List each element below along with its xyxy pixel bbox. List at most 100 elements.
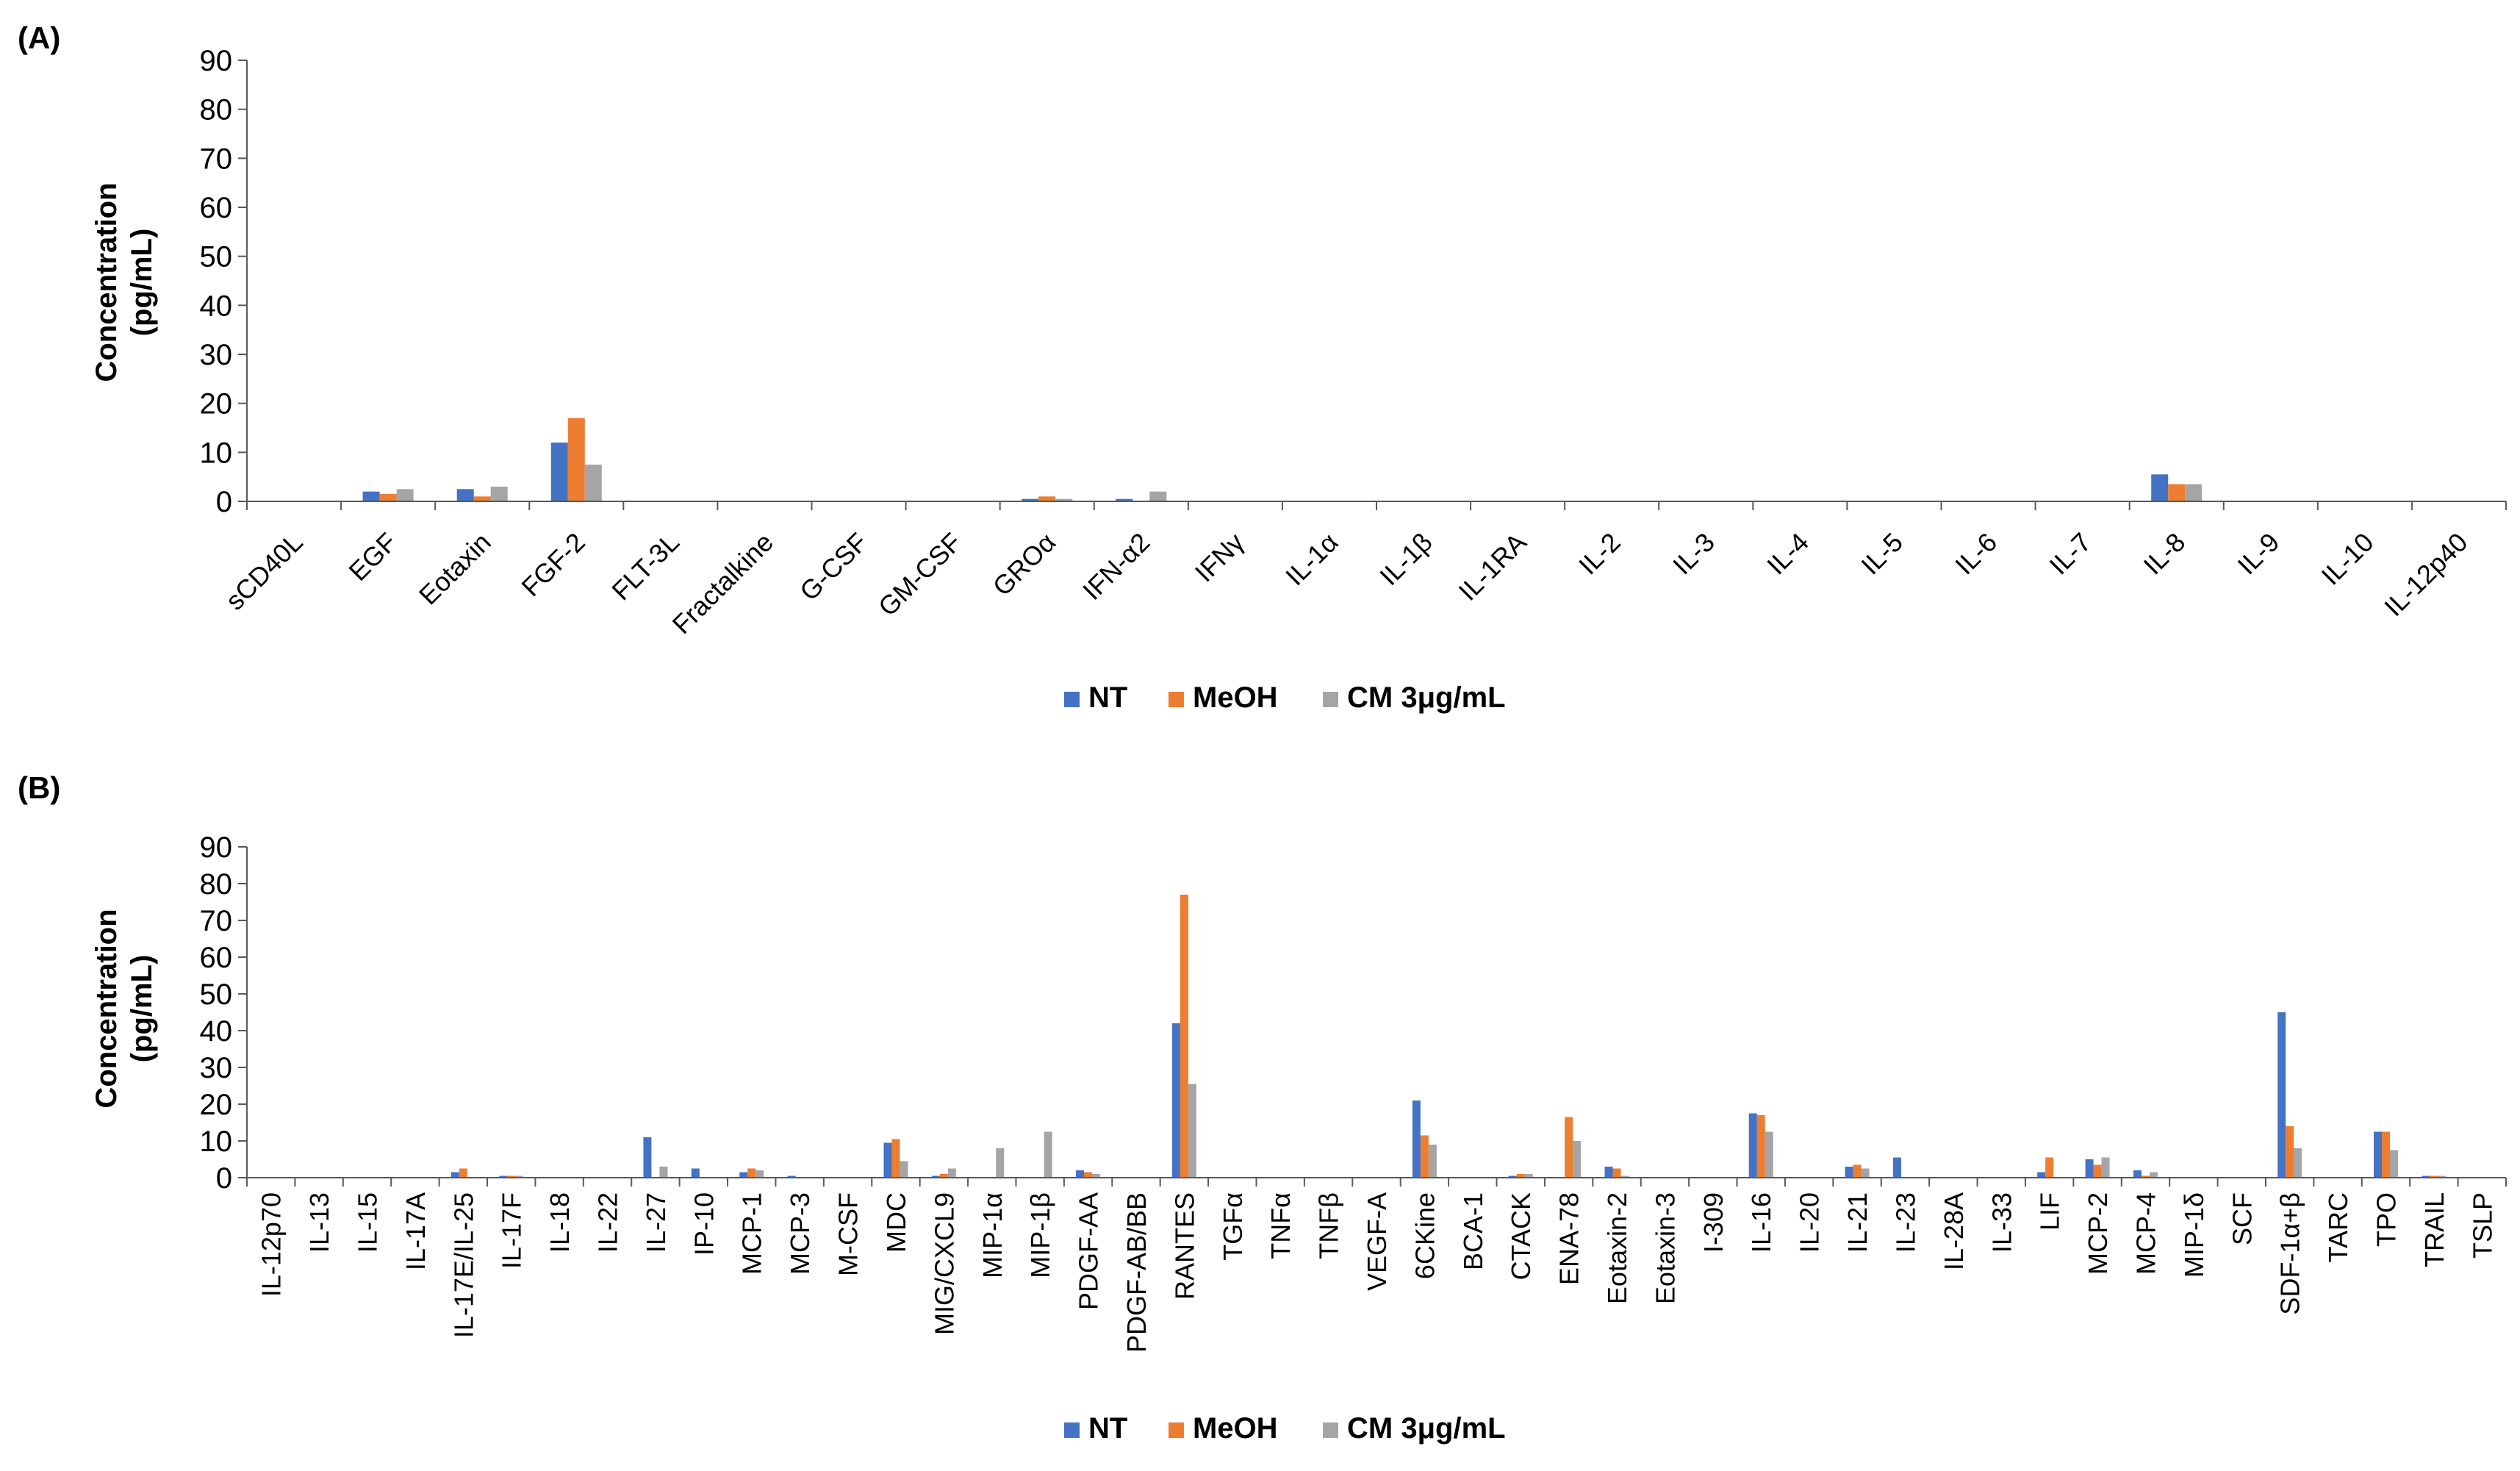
bar-nt-il-17f-b [499,1175,508,1178]
legend-label-cm-b: CM 3μg/mL [1347,1412,1506,1445]
x-tick-label-il-12p40-a: IL-12p40 [2378,527,2473,622]
x-tick-label-il-5-a: IL-5 [1855,527,1909,581]
bar-nt-il-17e-il-25-b [450,1172,459,1178]
y-tick-label-a: 90 [200,45,233,77]
x-tick-label-m-csf-b: M-CSF [833,1192,864,1276]
bar-meoh-ena-78-b [1565,1117,1573,1178]
chart-panel-a: (A) Concentration (pg/mL) 0 10 20 30 40 50 60 7… [18,21,2507,714]
y-tick-label-a: 70 [200,143,233,175]
x-tick-label-il-10-a: IL-10 [2316,527,2380,591]
bar-cm-3-g-ml-mcp-2-b [2101,1157,2110,1178]
plot-area-b: 0 10 20 30 40 50 60 70 80 90 IL-12p70 IL-13 IL-15 IL-… [200,831,2507,1353]
x-tick-label-tnf-b: TNFβ [1314,1192,1344,1259]
x-tick-label-eotaxin-3-b: Eotaxin-3 [1650,1192,1680,1304]
bar-cm-3-g-ml-eotaxin-a [490,487,508,501]
bar-meoh-il-8-a [2168,484,2186,501]
bar-nt-il-8-a [2151,474,2169,501]
bar-cm-3-g-ml-il-21-b [1861,1168,1870,1178]
x-tick-label-6ckine-b: 6CKine [1410,1192,1440,1279]
bar-meoh-6ckine-b [1420,1135,1429,1178]
bar-nt-ctack-b [1508,1175,1517,1178]
y-axis-title-a-line2: (pg/mL) [126,229,158,337]
bar-nt-mcp-4-b [2133,1170,2142,1178]
legend-swatch-nt-a [1064,692,1080,707]
y-tick-label-b: 40 [200,1015,233,1048]
bar-cm-3-g-ml-mcp-1-b [755,1170,764,1178]
bar-nt-gro-a [1022,498,1039,501]
bar-meoh-eotaxin-a [473,496,491,501]
x-tick-label-il-33-b: IL-33 [1986,1192,2017,1253]
x-tick-label-il-27-b: IL-27 [641,1192,671,1253]
bar-nt-eotaxin-a [456,489,474,501]
y-tick-label-b: 50 [200,978,233,1011]
y-tick-label-a: 10 [200,437,233,469]
bar-nt-mdc-b [883,1142,892,1178]
bar-meoh-il-16-b [1756,1115,1765,1178]
x-tick-label-mig-cxcl9-b: MIG/CXCL9 [929,1192,959,1335]
bar-nt-sdf-1-b [2277,1012,2286,1178]
x-tick-label-il-17e-il-25-b: IL-17E/IL-25 [448,1192,478,1338]
bar-nt-ifn-2-a [1116,498,1133,501]
x-tick-label-tnf-b: TNFα [1266,1192,1296,1259]
legend-swatch-cm-b [1323,1422,1338,1438]
x-tick-label-il-22-b: IL-22 [593,1192,623,1253]
bar-nt-il-21-b [1845,1167,1853,1178]
x-tick-label-lif-b: LIF [2035,1192,2065,1231]
y-tick-label-a: 50 [200,241,233,273]
bar-meoh-mdc-b [891,1139,900,1178]
bar-cm-3-g-ml-mig-cxcl9-b [947,1168,956,1178]
x-tick-label-tarc-b: TARC [2323,1192,2353,1262]
x-tick-label-il-1-a: IL-1α [1279,527,1344,592]
bar-meoh-mig-cxcl9-b [939,1174,948,1178]
x-tick-label-il-1-a: IL-1β [1374,527,1438,592]
bar-meoh-mcp-1-b [747,1168,756,1178]
y-tick-label-b: 10 [200,1125,233,1158]
x-tick-label-il-18-b: IL-18 [545,1192,575,1253]
bar-nt-il-27-b [643,1137,652,1178]
x-tick-label-scf-b: SCF [2227,1192,2257,1245]
bar-nt-tpo-b [2373,1131,2382,1178]
x-tick-label-pdgf-ab-bb-b: PDGF-AB/BB [1121,1192,1152,1353]
y-tick-label-b: 70 [200,905,233,937]
bar-meoh-il-21-b [1853,1164,1862,1178]
legend-label-nt-b: NT [1088,1412,1127,1445]
legend-b: NT MeOH CM 3μg/mL [1064,1412,1506,1445]
plot-area-a: 0 10 20 30 40 50 60 70 80 90 sCD40L EGF Eotaxin FGF-2… [200,45,2507,640]
y-tick-label-b: 20 [200,1089,233,1121]
bar-nt-il-23-b [1892,1157,1901,1178]
bar-cm-3-g-ml-trail-b [2438,1175,2447,1178]
x-tick-label-pdgf-aa-b: PDGF-AA [1074,1192,1104,1310]
x-tick-label-il-4-a: IL-4 [1761,527,1814,581]
bar-meoh-gro-a [1038,496,1056,501]
bar-cm-3-g-ml-mcp-4-b [2149,1172,2158,1178]
bar-nt-trail-b [2422,1175,2430,1178]
x-tick-label-il-1ra-a: IL-1RA [1453,527,1532,606]
bar-meoh-il-17e-il-25-b [459,1168,467,1178]
legend-label-cm-a: CM 3μg/mL [1347,681,1506,714]
legend-swatch-meoh-a [1169,692,1184,707]
y-tick-label-a: 20 [200,388,233,420]
y-tick-label-a: 40 [200,290,233,322]
x-tick-label-i-309-b: I-309 [1698,1192,1729,1253]
x-tick-label-egf-a: EGF [342,527,402,587]
x-tick-label-tslp-b: TSLP [2467,1192,2497,1259]
x-tick-label-trail-b: TRAIL [2419,1192,2449,1267]
x-tick-label-ctack-b: CTACK [1506,1192,1536,1280]
bar-cm-3-g-ml-rantes-b [1188,1084,1196,1178]
bar-meoh-pdgf-aa-b [1084,1172,1093,1178]
bar-cm-3-g-ml-ifn-2-a [1149,491,1167,501]
x-tick-label-mip-1-b: MIP-1β [1025,1192,1055,1278]
x-tick-label-sdf-1-b: SDF-1α+β [2275,1192,2305,1315]
x-tick-label-mdc-b: MDC [881,1192,911,1253]
bar-meoh-lif-b [2045,1157,2054,1178]
y-tick-label-b: 60 [200,942,233,974]
bar-cm-3-g-ml-egf-a [396,489,414,501]
legend-swatch-meoh-b [1169,1422,1184,1438]
x-tick-label-eotaxin-a: Eotaxin [413,527,497,611]
x-tick-label-il-23-b: IL-23 [1890,1192,1920,1253]
bar-meoh-tpo-b [2381,1131,2390,1178]
y-tick-label-a: 80 [200,94,233,126]
y-tick-label-a: 30 [200,339,233,371]
bar-meoh-rantes-b [1180,895,1188,1178]
